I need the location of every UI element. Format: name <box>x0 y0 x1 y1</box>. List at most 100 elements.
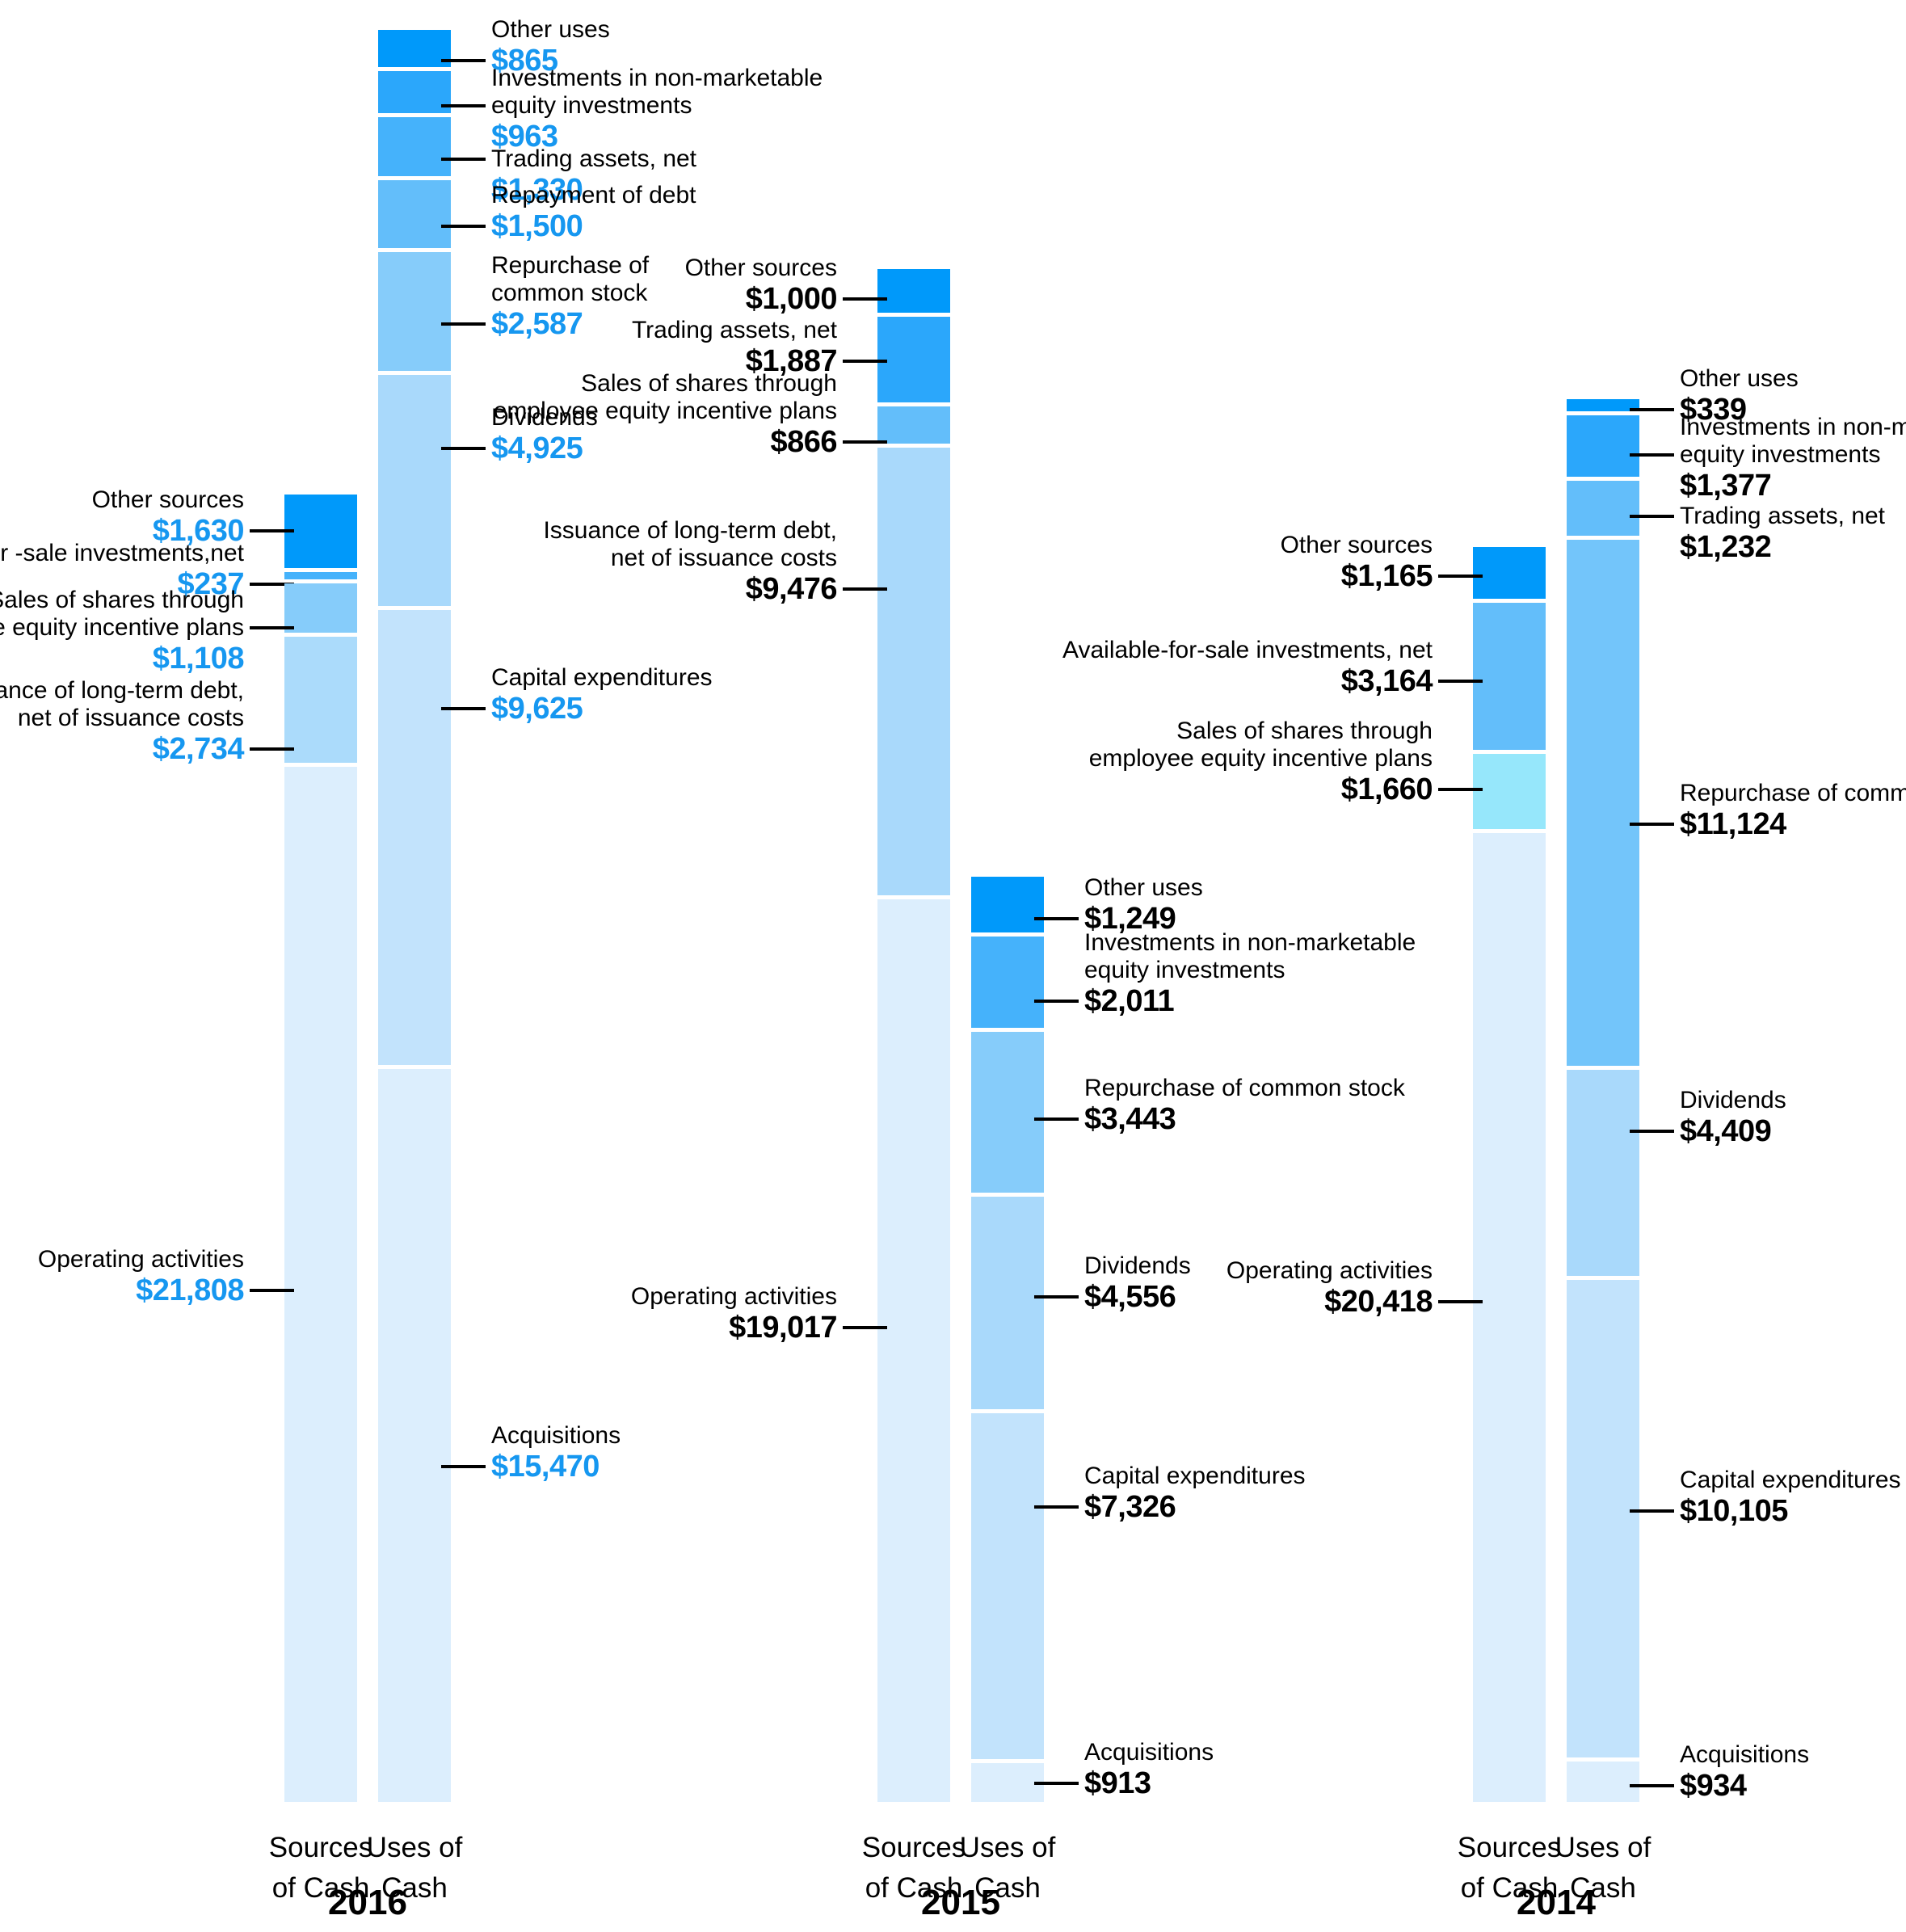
axis-label-sources-of-cash: Sources of Cash <box>861 1832 966 1904</box>
leader-line <box>843 1326 887 1329</box>
year-label-2014: 2014 <box>1517 1883 1596 1922</box>
leader-line <box>1034 1505 1079 1509</box>
segment-value: $10,105 <box>1680 1494 1788 1528</box>
segment-value: $866 <box>770 425 837 459</box>
segment-label-uses: Acquisitions $934 <box>1680 1741 1906 1803</box>
leader-line <box>250 747 294 751</box>
bar-segment-2014-sources <box>1473 753 1546 829</box>
segment-label-uses: Investments in non-marketable equity inv… <box>491 65 944 154</box>
bar-segment-2015-sources <box>877 448 950 896</box>
axis-label-sources-of-cash: Sources of Cash <box>1457 1832 1562 1904</box>
segment-label-uses: Dividends $4,409 <box>1680 1087 1906 1148</box>
segment-value: $865 <box>491 44 558 78</box>
leader-line <box>1630 408 1674 411</box>
bar-segment-2015-uses <box>971 1413 1044 1759</box>
bar-segment-2016-uses <box>378 29 451 67</box>
segment-label-uses: Repurchase of common stock $3,443 <box>1084 1075 1537 1136</box>
segment-label-uses: Repayment of debt $1,500 <box>491 182 944 243</box>
segment-name: Other uses <box>1680 365 1799 392</box>
segment-label-uses: Trading assets, net $1,232 <box>1680 503 1906 564</box>
leader-line <box>250 626 294 629</box>
segment-label-uses: Investments in non-marketable equity inv… <box>1680 414 1906 503</box>
segment-label-sources: Sales of shares through employee equity … <box>0 587 245 676</box>
segment-name: Trading assets, net <box>631 317 837 343</box>
segment-name: Issuance of long-term debt, net of issua… <box>543 517 837 571</box>
segment-name: Trading assets, net <box>491 145 697 172</box>
segment-label-sources: Trading assets, net $1,887 <box>385 317 838 378</box>
leader-line <box>1034 1118 1079 1121</box>
segment-value: $1,108 <box>152 642 245 676</box>
segment-label-sources: Other sources $1,000 <box>385 255 838 316</box>
bar-segment-2015-sources <box>877 268 950 313</box>
segment-label-uses: Acquisitions $913 <box>1084 1739 1537 1800</box>
segment-value: $339 <box>1680 393 1747 427</box>
leader-line <box>1630 1784 1674 1787</box>
leader-line <box>1630 1130 1674 1133</box>
bar-segment-2016-uses <box>378 375 451 606</box>
leader-line <box>441 104 486 107</box>
bar-segment-2015-sources <box>877 899 950 1803</box>
segment-value: $4,409 <box>1680 1114 1772 1148</box>
segment-value: $934 <box>1680 1769 1747 1803</box>
segment-name: Dividends <box>1680 1087 1786 1113</box>
bar-segment-2014-uses <box>1567 1762 1639 1803</box>
segment-value: $3,443 <box>1084 1102 1176 1136</box>
segment-name: Other sources <box>1280 532 1433 558</box>
segment-value: $3,164 <box>1340 664 1433 698</box>
bar-segment-2015-uses <box>971 1032 1044 1193</box>
bar-segment-2015-sources <box>877 406 950 444</box>
segment-value: $913 <box>1084 1766 1151 1800</box>
segment-name: Other uses <box>491 16 610 43</box>
leader-line <box>441 447 486 450</box>
bar-segment-2015-uses <box>971 936 1044 1029</box>
leader-line <box>843 440 887 444</box>
leader-line <box>1630 823 1674 826</box>
bar-segment-2015-sources <box>877 316 950 403</box>
segment-label-sources: Issuance of long-term debt, net of issua… <box>385 517 837 606</box>
segment-label-sources: Sales of shares through employee equity … <box>980 718 1433 806</box>
segment-value: $9,476 <box>745 572 838 606</box>
leader-line <box>441 158 486 161</box>
bar-segment-2015-uses <box>971 1196 1044 1410</box>
segment-label-sources: Operating activities $21,808 <box>0 1246 245 1307</box>
segment-value: $1,660 <box>1340 772 1433 806</box>
segment-value: $9,625 <box>491 692 583 726</box>
segment-name: Capital expenditures <box>1680 1467 1901 1493</box>
segment-value: $1,630 <box>152 514 245 548</box>
segment-name: Other sources <box>91 486 244 513</box>
segment-name: Sales of shares through employee equity … <box>1088 718 1433 772</box>
segment-label-uses: Repurchase of common stock $2,587 <box>491 252 944 341</box>
segment-name: Investments in non-marketable equity inv… <box>1680 414 1906 468</box>
segment-label-sources: Available-for-sale investments, net $3,16… <box>980 637 1433 698</box>
leader-line <box>1630 515 1674 518</box>
segment-label-uses: Investments in non-marketable equity inv… <box>1084 929 1537 1018</box>
bar-segment-2016-uses <box>378 116 451 177</box>
bar-segment-2016-uses <box>378 609 451 1065</box>
segment-value: $2,734 <box>152 732 245 766</box>
segment-value: $7,326 <box>1084 1490 1176 1524</box>
axis-label-uses-of-cash: Uses of Cash <box>366 1832 463 1904</box>
segment-label-sources: Available-for -sale investments,net$237 <box>0 540 245 601</box>
axis-label-uses-of-cash: Uses of Cash <box>1555 1832 1651 1904</box>
segment-value: $1,887 <box>745 344 838 378</box>
leader-line <box>1438 680 1483 683</box>
segment-name: Capital expenditures <box>491 664 713 691</box>
segment-label-uses: Capital expenditures $9,625 <box>491 664 944 726</box>
leader-line <box>843 360 887 363</box>
segment-value: $963 <box>491 120 558 154</box>
segment-label-uses: Other uses $1,249 <box>1084 874 1537 936</box>
bar-segment-2016-sources <box>284 494 357 569</box>
segment-value: $4,925 <box>491 431 583 465</box>
bar-segment-2016-sources <box>284 766 357 1803</box>
leader-line <box>250 1289 294 1292</box>
segment-name: Trading assets, net <box>1680 503 1886 529</box>
segment-label-uses: Other uses $865 <box>491 16 944 78</box>
segment-name: Investments in non-marketable equity inv… <box>491 65 823 119</box>
segment-value: $1,000 <box>745 282 838 316</box>
leader-line <box>843 587 887 591</box>
segment-name: Acquisitions <box>1680 1741 1810 1768</box>
bar-segment-2016-uses <box>378 251 451 372</box>
bar-segment-2016-sources <box>284 572 357 580</box>
segment-name: Acquisitions <box>1084 1739 1214 1766</box>
